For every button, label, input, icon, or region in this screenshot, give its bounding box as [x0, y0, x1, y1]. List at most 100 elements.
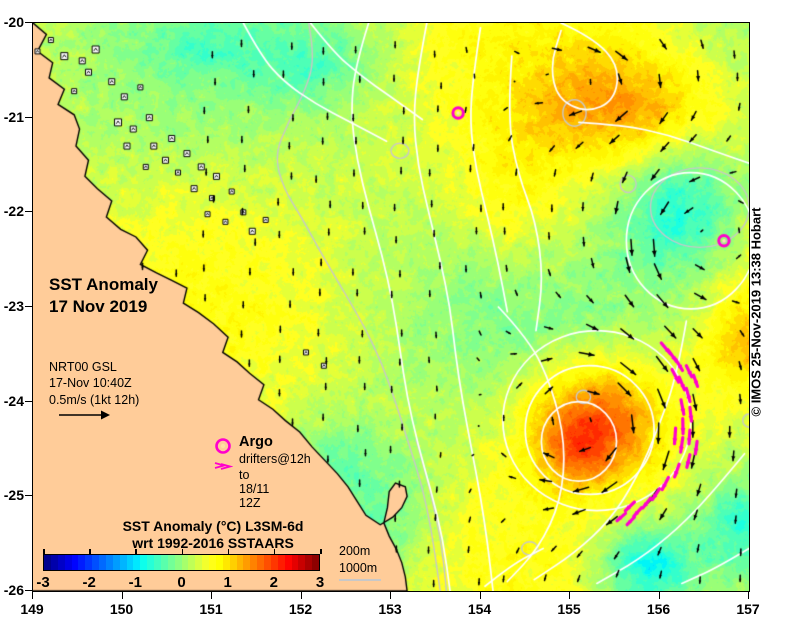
colorbar-swatch — [305, 555, 313, 570]
source-label-line1: NRT00 GSL — [49, 360, 117, 374]
colorbar-swatch — [160, 555, 168, 570]
colorbar-tick — [181, 549, 183, 554]
colorbar-tick — [43, 549, 45, 554]
y-axis-tick — [25, 306, 32, 307]
colorbar-swatch — [181, 555, 189, 570]
colorbar-swatch — [50, 555, 58, 570]
y-axis-tick — [25, 22, 32, 23]
x-axis-tick — [121, 592, 123, 599]
y-axis-tick-label: -22 — [3, 203, 24, 220]
colorbar-tick-label: -2 — [82, 574, 96, 591]
map-title-line2: 17 Nov 2019 — [49, 297, 148, 316]
colorbar-swatch — [270, 555, 278, 570]
vector-scale-arrow-icon — [59, 410, 110, 420]
x-axis-tick-label: 157 — [736, 601, 760, 617]
x-axis-tick — [300, 592, 302, 599]
x-axis-tick — [658, 592, 660, 599]
depth-legend-1000m-line — [339, 579, 381, 581]
y-axis-tick — [25, 400, 32, 402]
colorbar-tick — [227, 549, 230, 554]
x-axis-tick-label: 156 — [646, 601, 671, 617]
argo-legend-line2: to 18/11 12Z — [239, 468, 270, 510]
colorbar-swatch — [250, 555, 258, 570]
x-axis-tick — [569, 592, 570, 599]
colorbar-swatch — [126, 555, 134, 570]
colorbar-swatch — [133, 555, 141, 570]
colorbar-tick-label: 0 — [177, 574, 186, 591]
colorbar-swatch — [222, 555, 230, 570]
colorbar-title-line1: SST Anomaly (°C) L3SM-6d — [122, 518, 304, 534]
y-axis-tick-label: -23 — [3, 298, 24, 314]
y-axis-tick-label: -24 — [3, 392, 24, 409]
colorbar-swatch — [229, 555, 237, 570]
colorbar-swatch — [44, 555, 51, 570]
colorbar-swatch — [119, 555, 127, 570]
y-axis-tick-label: -20 — [3, 14, 24, 30]
colorbar-tick-label: 3 — [315, 574, 325, 591]
colorbar-gradient — [43, 554, 320, 571]
y-axis-tick — [25, 495, 32, 497]
colorbar-tick — [273, 549, 276, 554]
colorbar-tick-label: 1 — [223, 574, 232, 591]
colorbar-swatch — [188, 555, 196, 570]
y-axis-tick — [25, 590, 32, 591]
depth-legend-1000m: 1000m — [339, 561, 378, 575]
drifter-chevron-marker-icon — [214, 462, 233, 470]
y-axis-tick — [25, 116, 32, 118]
sst-anomaly-raster — [33, 23, 749, 591]
colorbar-swatch — [99, 555, 106, 570]
colorbar-swatch — [85, 555, 93, 570]
colorbar-swatch — [312, 555, 319, 570]
y-axis-tick — [25, 211, 32, 213]
colorbar-swatch — [174, 555, 182, 570]
y-axis-tick-label: -26 — [3, 582, 24, 598]
colorbar-swatch — [215, 555, 223, 570]
x-axis-tick — [479, 592, 481, 599]
colorbar-swatch — [64, 555, 72, 570]
x-axis-tick-label: 151 — [199, 601, 223, 617]
argo-legend-line1: drifters@12h — [239, 452, 311, 466]
colorbar-swatch — [291, 555, 299, 570]
x-axis-tick-label: 153 — [378, 601, 402, 617]
colorbar-swatch — [71, 555, 79, 570]
colorbar-tick — [320, 549, 322, 554]
map-plot-area[interactable]: SST Anomaly 17 Nov 2019 NRT00 GSL 17-Nov… — [32, 22, 750, 592]
x-axis-tick-label: 155 — [557, 601, 581, 617]
argo-float-marker-icon — [215, 438, 231, 454]
colorbar-swatch — [243, 555, 251, 570]
x-axis-tick-label: 154 — [467, 601, 492, 617]
colorbar-swatch — [167, 555, 175, 570]
credit-label: © IMOS 25-Nov-2019 13:38 Hobart — [748, 207, 764, 417]
x-axis-tick — [390, 592, 391, 599]
colorbar-swatch — [236, 555, 244, 570]
colorbar-swatch — [92, 555, 99, 570]
colorbar-tick-label: -3 — [36, 574, 50, 591]
x-axis-tick-label: 152 — [288, 601, 313, 617]
colorbar-swatch — [202, 555, 209, 570]
colorbar-swatch — [284, 555, 292, 570]
x-axis-tick — [748, 592, 749, 599]
colorbar-swatch — [112, 555, 120, 570]
x-axis-tick — [211, 592, 212, 599]
colorbar-swatch — [105, 555, 113, 570]
colorbar-swatch — [264, 555, 271, 570]
colorbar-swatch — [147, 555, 154, 570]
x-axis-tick — [32, 592, 33, 599]
colorbar-swatch — [154, 555, 161, 570]
colorbar-swatch — [257, 555, 264, 570]
map-title-line1: SST Anomaly — [49, 275, 158, 294]
colorbar-title-line2: wrt 1992-2016 SSTAARS — [132, 535, 294, 551]
colorbar-swatch — [57, 555, 65, 570]
depth-legend-200m: 200m — [339, 544, 371, 558]
y-axis-tick-label: -25 — [3, 487, 24, 504]
colorbar-swatch — [78, 555, 86, 570]
y-axis-tick-label: -21 — [3, 108, 24, 125]
colorbar-tick — [135, 549, 137, 554]
argo-legend-title: Argo — [239, 434, 273, 450]
colorbar-swatch — [298, 555, 306, 570]
colorbar-tick-label: -1 — [128, 574, 142, 591]
colorbar-swatch — [209, 555, 216, 570]
colorbar-swatch — [195, 555, 203, 570]
colorbar-swatch — [277, 555, 285, 570]
